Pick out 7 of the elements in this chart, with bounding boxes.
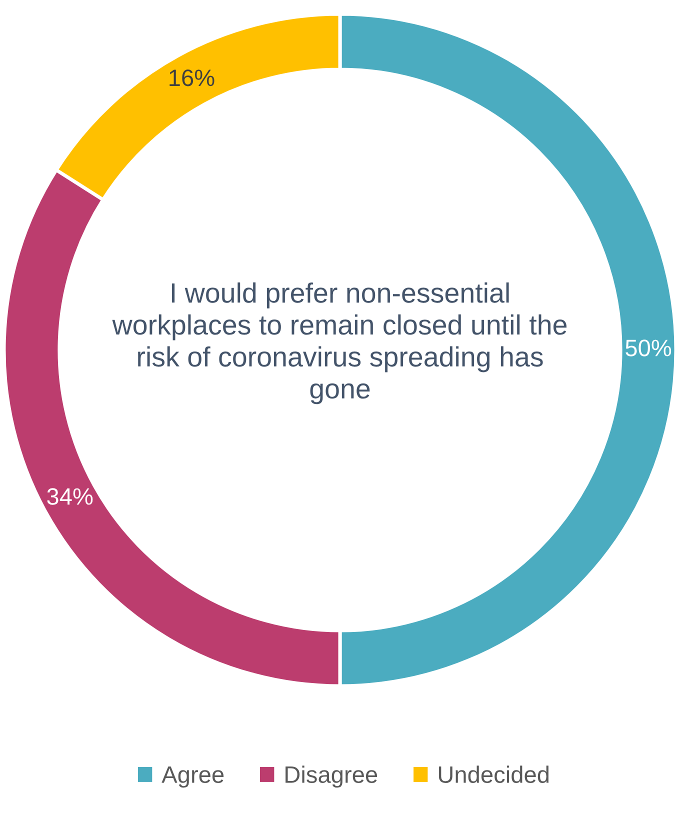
data-label: 50%	[626, 340, 672, 356]
legend-label: Disagree	[286, 766, 378, 788]
text: I would prefer non-essential workplaces to remain closed until the risk of coronavirus spreading has gone	[112, 282, 567, 404]
legend-label: Undecided	[438, 766, 549, 784]
data-label: 34%	[47, 488, 93, 505]
data-label: 16%	[170, 69, 214, 86]
legend-label: Agree	[162, 766, 224, 788]
